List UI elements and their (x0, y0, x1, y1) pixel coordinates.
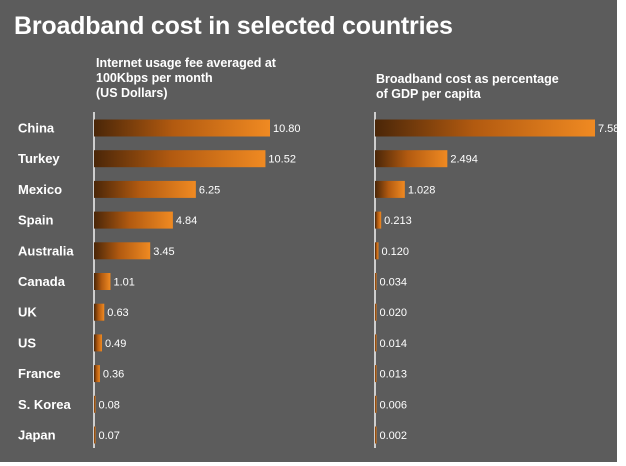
usage-fee-bar (94, 334, 102, 352)
usage-fee-bar (94, 426, 96, 444)
usage-fee-bar (94, 273, 111, 290)
usage-fee-bar (94, 395, 96, 413)
usage-fee-bar (94, 303, 105, 321)
usage-fee-bar (94, 119, 270, 137)
right-panel-subtitle: Broadband cost as percentage of GDP per … (376, 72, 559, 102)
gdp-share-value-label: 0.006 (380, 399, 408, 411)
country-label: Japan (18, 428, 56, 443)
gdp-share-bar (375, 150, 448, 168)
gdp-share-bar (375, 242, 379, 260)
country-label: Australia (18, 243, 74, 258)
right-subtitle-line-2: of GDP per capita (376, 87, 481, 101)
country-label: Mexico (18, 182, 62, 197)
chart-panel: Broadband cost in selected countries Int… (0, 0, 617, 462)
country-label: Turkey (18, 151, 60, 166)
gdp-share-value-label: 0.020 (380, 307, 408, 319)
usage-fee-value-label: 3.45 (153, 246, 174, 258)
usage-fee-bar (94, 242, 151, 260)
gdp-share-value-label: 0.002 (380, 430, 408, 442)
country-label: France (18, 366, 61, 381)
usage-fee-bar (94, 211, 173, 229)
right-subtitle-line-1: Broadband cost as percentage (376, 72, 559, 86)
usage-fee-value-label: 1.01 (113, 277, 134, 289)
left-panel-subtitle: Internet usage fee averaged at 100Kbps p… (96, 56, 276, 101)
gdp-share-value-label: 1.028 (408, 184, 436, 196)
gdp-share-value-label: 0.120 (381, 246, 409, 258)
gdp-share-value-label: 0.213 (384, 215, 412, 227)
country-label: UK (18, 305, 37, 320)
gdp-share-bar (375, 119, 595, 137)
bar-chart-plot: China Turkey Mexico Spain Australia Canada UK U… (18, 112, 617, 448)
gdp-share-bar (375, 303, 377, 321)
usage-fee-value-label: 4.84 (176, 215, 197, 227)
usage-fee-value-label: 0.63 (107, 307, 128, 319)
gdp-share-bar (375, 365, 377, 383)
gdp-share-bar (375, 211, 382, 229)
usage-fee-value-label: 10.80 (273, 123, 301, 135)
gdp-share-value-label: 2.494 (450, 154, 478, 166)
gdp-share-value-label: 0.013 (380, 369, 408, 381)
usage-fee-bar (94, 365, 100, 383)
gdp-share-bar (375, 180, 405, 198)
left-subtitle-line-2: 100Kbps per month (96, 71, 213, 85)
usage-fee-value-label: 0.36 (103, 369, 124, 381)
gdp-share-value-label: 0.014 (380, 338, 408, 350)
usage-fee-value-label: 0.08 (99, 399, 120, 411)
gdp-share-value-label: 7.585 (598, 123, 617, 135)
gdp-share-bar (375, 395, 377, 413)
gdp-share-bar (375, 273, 377, 290)
country-label: Spain (18, 213, 53, 228)
usage-fee-value-label: 10.52 (268, 154, 296, 166)
country-label: China (18, 121, 55, 136)
left-subtitle-line-3: (US Dollars) (96, 86, 168, 100)
gdp-share-bar (375, 334, 377, 352)
gdp-share-value-label: 0.034 (380, 277, 408, 289)
chart-title: Broadband cost in selected countries (14, 12, 453, 40)
country-label: Canada (18, 274, 66, 289)
usage-fee-value-label: 0.07 (99, 430, 120, 442)
country-label: US (18, 335, 36, 350)
usage-fee-bar (94, 180, 196, 198)
left-subtitle-line-1: Internet usage fee averaged at (96, 56, 276, 70)
usage-fee-bar (94, 150, 266, 168)
usage-fee-value-label: 6.25 (199, 184, 220, 196)
gdp-share-bar (375, 426, 377, 444)
country-label: S. Korea (18, 397, 72, 412)
usage-fee-value-label: 0.49 (105, 338, 126, 350)
